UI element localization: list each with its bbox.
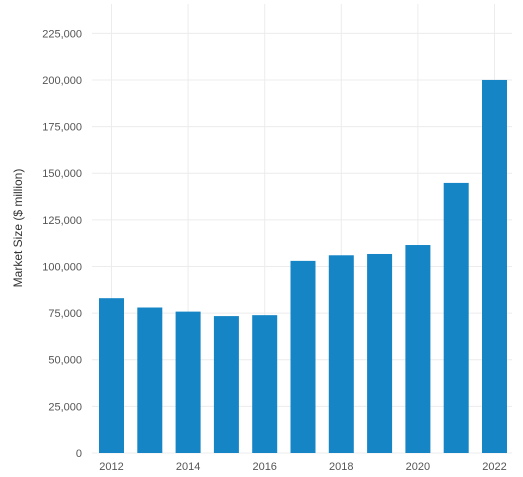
y-tick-label: 225,000 [42, 28, 82, 40]
bar-2013 [137, 307, 163, 453]
y-axis-ticks: 0 25,000 50,000 75,000 100,000 125,000 150,000… [42, 28, 82, 460]
bar-2016 [252, 315, 278, 453]
x-tick-label: 2012 [99, 461, 123, 473]
x-tick-label: 2014 [176, 461, 200, 473]
bar-2022 [482, 79, 507, 454]
x-tick-label: 2016 [252, 461, 276, 473]
y-tick-label: 25,000 [48, 401, 82, 413]
y-tick-label: 50,000 [48, 355, 82, 367]
y-tick-label: 125,000 [42, 215, 82, 227]
x-tick-label: 2018 [329, 461, 353, 473]
bar-2019 [367, 253, 393, 453]
y-tick-label: 100,000 [42, 261, 82, 273]
bars [99, 79, 507, 454]
x-axis-ticks: 2012 2014 2016 2018 2020 2022 [99, 461, 506, 473]
y-tick-label: 0 [76, 448, 82, 460]
bar-2014 [175, 311, 201, 453]
bar-2020 [405, 245, 431, 453]
y-tick-label: 175,000 [42, 122, 82, 134]
x-tick-label: 2022 [482, 461, 506, 473]
bar-2015 [213, 316, 239, 453]
bar-2018 [328, 255, 354, 453]
y-tick-label: 200,000 [42, 75, 82, 87]
bar-2017 [290, 260, 316, 453]
y-axis-label: Market Size ($ million) [11, 169, 25, 288]
y-tick-label: 75,000 [48, 308, 82, 320]
x-tick-label: 2020 [406, 461, 430, 473]
bar-2012 [99, 298, 124, 453]
bar-2021 [443, 182, 469, 453]
y-tick-label: 150,000 [42, 168, 82, 180]
